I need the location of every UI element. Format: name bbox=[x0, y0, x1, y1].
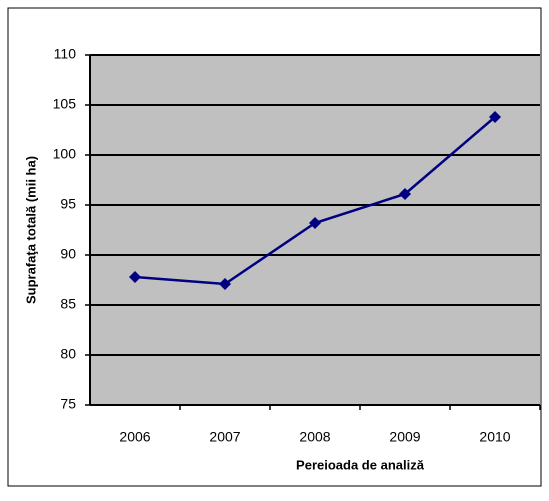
x-tick-label: 2008 bbox=[299, 429, 330, 445]
y-tick-label: 95 bbox=[60, 196, 76, 212]
y-tick-label: 100 bbox=[53, 146, 77, 162]
y-axis-title: Suprafaţa totală (mii ha) bbox=[23, 156, 38, 304]
x-tick-label: 2009 bbox=[389, 429, 420, 445]
y-tick-label: 110 bbox=[54, 46, 77, 62]
data-marker bbox=[399, 188, 411, 200]
data-marker bbox=[489, 111, 501, 123]
y-tick-label: 80 bbox=[60, 346, 76, 362]
data-marker bbox=[309, 217, 321, 229]
y-tick-label: 105 bbox=[53, 96, 77, 112]
x-tick-label: 2006 bbox=[119, 429, 150, 445]
data-marker bbox=[129, 271, 141, 283]
x-tick-label: 2010 bbox=[479, 429, 510, 445]
x-tick-label: 2007 bbox=[209, 429, 240, 445]
y-tick-label: 85 bbox=[60, 296, 76, 312]
plot-background bbox=[90, 55, 540, 405]
y-tick-label: 75 bbox=[60, 396, 76, 412]
data-marker bbox=[219, 278, 231, 290]
x-axis-title: Pereioada de analiză bbox=[296, 457, 425, 472]
y-tick-label: 90 bbox=[60, 246, 76, 262]
